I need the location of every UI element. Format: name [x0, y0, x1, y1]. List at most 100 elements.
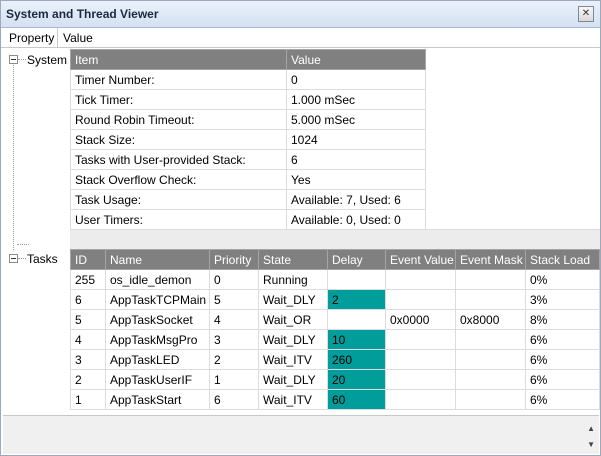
close-icon[interactable]: ✕	[578, 6, 594, 22]
table-header-priority: Priority	[209, 249, 259, 270]
table-cell: 6%	[525, 389, 600, 410]
table-cell: AppTaskMsgPro	[105, 329, 210, 350]
table-cell	[385, 369, 456, 390]
tree-guide-line	[13, 60, 14, 250]
table-cell: 6%	[525, 369, 600, 390]
collapse-icon[interactable]	[9, 55, 18, 64]
property-tree: System Tasks	[1, 48, 70, 416]
table-cell: Stack Overflow Check:	[70, 169, 287, 190]
table-cell: AppTaskTCPMain	[105, 289, 210, 310]
table-cell: 6	[70, 289, 106, 310]
table-cell: 3	[70, 349, 106, 370]
table-cell: Available: 0, Used: 0	[286, 209, 426, 230]
table-header-row: ID Name Priority State Delay Event Value…	[70, 249, 600, 270]
table-cell: AppTaskStart	[105, 389, 210, 410]
table-row[interactable]: Tick Timer: 1.000 mSec	[70, 89, 426, 110]
table-row[interactable]: 5 AppTaskSocket 4 Wait_OR 0x0000 0x8000 …	[70, 309, 600, 330]
table-row[interactable]: Round Robin Timeout: 5.000 mSec	[70, 109, 426, 130]
table-cell: Tasks with User-provided Stack:	[70, 149, 287, 170]
table-cell: os_idle_demon	[105, 269, 210, 290]
tree-node-system-label: System	[27, 53, 68, 67]
table-cell: Available: 7, Used: 6	[286, 189, 426, 210]
table-cell: Stack Size:	[70, 129, 287, 150]
table-cell: 6	[209, 389, 259, 410]
collapse-icon[interactable]	[9, 254, 18, 263]
column-separator[interactable]	[57, 28, 58, 47]
table-row[interactable]: Stack Size: 1024	[70, 129, 426, 150]
table-cell: Tick Timer:	[70, 89, 287, 110]
table-cell	[455, 369, 526, 390]
table-header-row: Item Value	[70, 49, 426, 70]
table-cell: 5	[209, 289, 259, 310]
table-cell: AppTaskLED	[105, 349, 210, 370]
table-cell	[455, 389, 526, 410]
table-cell: Yes	[286, 169, 426, 190]
property-column-header[interactable]: Property	[9, 31, 55, 45]
table-cell: 8%	[525, 309, 600, 330]
table-cell: Wait_DLY	[258, 329, 328, 350]
table-header-delay: Delay	[327, 249, 386, 270]
table-header-event-value: Event Value	[385, 249, 456, 270]
tree-branch-line	[18, 59, 26, 60]
table-cell: 0	[209, 269, 259, 290]
table-header-event-mask: Event Mask	[455, 249, 526, 270]
tree-node-tasks-label: Tasks	[27, 252, 58, 266]
delay-cell: 20	[327, 369, 386, 390]
table-row[interactable]: Timer Number: 0	[70, 69, 426, 90]
title-bar: System and Thread Viewer ✕	[1, 1, 600, 28]
table-row[interactable]: Task Usage: Available: 7, Used: 6	[70, 189, 426, 210]
system-table-empty-area	[426, 49, 600, 227]
table-row[interactable]: 4 AppTaskMsgPro 3 Wait_DLY 10 6%	[70, 329, 600, 350]
system-properties-table: Item Value Timer Number: 0 Tick Timer: 1.0…	[70, 49, 426, 230]
tree-branch-line	[17, 244, 29, 245]
table-cell: AppTaskUserIF	[105, 369, 210, 390]
table-cell	[385, 289, 456, 310]
delay-cell	[327, 309, 386, 330]
table-row[interactable]: Tasks with User-provided Stack: 6	[70, 149, 426, 170]
table-cell	[385, 349, 456, 370]
table-cell: 3%	[525, 289, 600, 310]
table-cell: 6%	[525, 349, 600, 370]
table-header-state: State	[258, 249, 328, 270]
table-cell	[455, 329, 526, 350]
table-cell: 3	[209, 329, 259, 350]
tree-branch-line	[18, 258, 26, 259]
table-cell: 1	[70, 389, 106, 410]
table-row[interactable]: 3 AppTaskLED 2 Wait_ITV 260 6%	[70, 349, 600, 370]
delay-cell: 60	[327, 389, 386, 410]
table-cell: 1.000 mSec	[286, 89, 426, 110]
table-cell: Wait_DLY	[258, 369, 328, 390]
table-row[interactable]: User Timers: Available: 0, Used: 0	[70, 209, 426, 230]
table-header-stack-load: Stack Load	[525, 249, 600, 270]
table-row[interactable]: Stack Overflow Check: Yes	[70, 169, 426, 190]
table-cell: 1024	[286, 129, 426, 150]
table-header-value: Value	[286, 49, 426, 70]
table-cell: Wait_ITV	[258, 349, 328, 370]
table-cell: 2	[70, 369, 106, 390]
table-cell: Wait_ITV	[258, 389, 328, 410]
table-cell	[385, 389, 456, 410]
table-cell: 0x8000	[455, 309, 526, 330]
delay-cell	[327, 269, 386, 290]
scroll-down-icon[interactable]: ▼	[587, 440, 595, 449]
scroll-up-icon[interactable]: ▲	[587, 424, 595, 433]
delay-cell: 260	[327, 349, 386, 370]
table-row[interactable]: 255 os_idle_demon 0 Running 0%	[70, 269, 600, 290]
table-cell	[455, 349, 526, 370]
table-row[interactable]: 2 AppTaskUserIF 1 Wait_DLY 20 6%	[70, 369, 600, 390]
table-row[interactable]: 1 AppTaskStart 6 Wait_ITV 60 6%	[70, 389, 600, 410]
table-cell: 0x0000	[385, 309, 456, 330]
table-cell: User Timers:	[70, 209, 287, 230]
table-header-item: Item	[70, 49, 287, 70]
table-cell: 5	[70, 309, 106, 330]
table-header-id: ID	[70, 249, 106, 270]
table-cell: 1	[209, 369, 259, 390]
table-cell	[385, 329, 456, 350]
table-cell	[385, 269, 456, 290]
value-column-header[interactable]: Value	[63, 31, 93, 45]
table-cell: Timer Number:	[70, 69, 287, 90]
table-row[interactable]: 6 AppTaskTCPMain 5 Wait_DLY 2 3%	[70, 289, 600, 310]
table-cell: 0%	[525, 269, 600, 290]
table-cell: 5.000 mSec	[286, 109, 426, 130]
